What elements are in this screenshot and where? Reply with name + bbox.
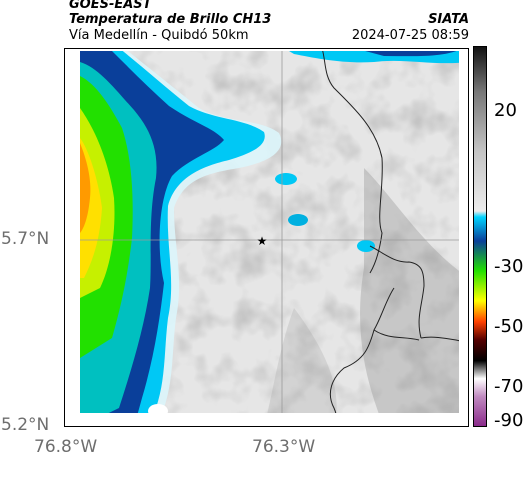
colorbar-tick-minus-30: -30 — [494, 256, 524, 277]
satellite-title: GOES-EAST — [69, 0, 152, 12]
route-subtitle: Vía Medellín - Quibdó 50km — [69, 28, 249, 43]
location-star: ★ — [257, 234, 268, 248]
datetime-label: 2024-07-25 08:59 — [351, 28, 469, 43]
lat-label-5.7: 5.7°N — [1, 229, 50, 249]
lon-label-76.3: 76.3°W — [252, 437, 316, 457]
brightness-temperature-map: ★ — [64, 48, 469, 427]
org-label: SIATA — [428, 12, 469, 27]
lat-label-5.2: 5.2°N — [1, 415, 50, 435]
colorbar-tick-minus-50: -50 — [494, 316, 524, 337]
colorbar-tick-20: 20 — [494, 100, 517, 121]
product-title: Temperatura de Brillo CH13 — [69, 12, 272, 27]
colorbar-tick-minus-90: -90 — [494, 410, 524, 431]
colorbar-tick-minus-70: -70 — [494, 376, 524, 397]
colorbar — [473, 46, 487, 427]
lon-label-76.8: 76.8°W — [34, 437, 98, 457]
